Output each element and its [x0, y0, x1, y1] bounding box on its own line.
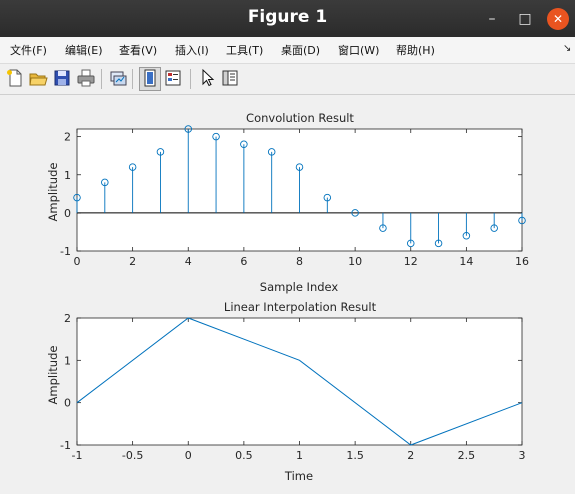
menu-file[interactable]: 文件(F)	[10, 44, 47, 57]
figure-plots: Convolution Result Sample Index Amplitud…	[46, 111, 529, 483]
menu-tools[interactable]: 工具(T)	[226, 44, 264, 57]
show-plot-tools-icon[interactable]	[163, 68, 183, 88]
y-tick-label: 1	[64, 354, 71, 367]
x-tick-label: 2	[407, 449, 414, 462]
stem-marker	[156, 148, 165, 156]
x-tick-label: 2	[129, 255, 136, 268]
new-figure-icon[interactable]	[5, 68, 25, 88]
x-tick-label: 1	[296, 449, 303, 462]
x-tick-label: -0.5	[122, 449, 143, 462]
figure-canvas[interactable]: Convolution Result Sample Index Amplitud…	[0, 95, 575, 494]
axes-interpolation[interactable]: Linear Interpolation Result Time Amplitu…	[46, 300, 526, 483]
axes-xlabel: Sample Index	[260, 280, 339, 294]
axes-title: Convolution Result	[246, 111, 354, 125]
toolbar-separator	[190, 69, 191, 89]
toolbar-separator	[101, 69, 102, 89]
stem-marker	[407, 239, 415, 248]
stem-marker	[128, 163, 137, 171]
menu-view[interactable]: 查看(V)	[119, 44, 158, 57]
y-tick-label: 2	[64, 131, 71, 144]
menu-edit[interactable]: 编辑(E)	[65, 44, 103, 57]
x-tick-label: 1.5	[346, 449, 364, 462]
x-tick-label: 4	[185, 255, 192, 268]
y-tick-label: 0	[64, 397, 71, 410]
x-tick-label: 10	[348, 255, 362, 268]
menu-overflow-icon[interactable]: ↘	[563, 43, 572, 54]
stem-marker	[73, 193, 81, 202]
x-tick-label: 0	[74, 255, 81, 268]
x-tick-label: 16	[515, 255, 529, 268]
axes-xlabel: Time	[284, 469, 313, 483]
hide-plot-tools-icon[interactable]	[139, 67, 161, 91]
x-tick-label: 14	[459, 255, 473, 268]
window-title: Figure 1	[247, 7, 328, 27]
stem-marker	[462, 231, 471, 240]
menu-bar: 文件(F) 编辑(E) 查看(V) 插入(I) 工具(T) 桌面(D) 窗口(W…	[0, 37, 575, 64]
x-tick-label: 0	[185, 449, 192, 462]
close-button[interactable]: ✕	[547, 8, 569, 30]
y-tick-label: -1	[60, 439, 71, 452]
plot-browser-icon[interactable]	[220, 68, 240, 88]
toolbar-separator	[132, 69, 133, 89]
menu-help[interactable]: 帮助(H)	[396, 44, 435, 57]
series-line	[76, 317, 523, 446]
edit-pointer-icon[interactable]	[197, 68, 217, 88]
axes-convolution[interactable]: Convolution Result Sample Index Amplitud…	[46, 111, 529, 294]
stem-marker	[295, 163, 304, 171]
x-tick-label: 2.5	[458, 449, 476, 462]
save-disk-icon[interactable]	[52, 68, 72, 88]
axes-ylabel: Amplitude	[46, 346, 60, 405]
stem-marker	[184, 125, 192, 133]
open-folder-icon[interactable]	[28, 68, 48, 88]
x-tick-label: 6	[240, 255, 247, 268]
link-plot-icon[interactable]	[108, 68, 128, 88]
toolbar	[0, 64, 575, 95]
y-tick-label: 2	[64, 312, 71, 325]
stem-marker	[323, 193, 332, 202]
stem-marker	[434, 239, 443, 248]
x-tick-label: 3	[519, 449, 526, 462]
stem-marker	[518, 216, 526, 225]
plot-area	[76, 317, 523, 446]
x-tick-label: 0.5	[235, 449, 253, 462]
axes-ylabel: Amplitude	[46, 163, 60, 222]
menu-window[interactable]: 窗口(W)	[338, 44, 380, 57]
y-tick-label: 1	[64, 169, 71, 182]
stem-marker	[267, 148, 276, 156]
stem-marker	[101, 178, 109, 187]
axes-title: Linear Interpolation Result	[224, 300, 377, 314]
maximize-button[interactable]: □	[518, 11, 532, 27]
menu-insert[interactable]: 插入(I)	[175, 44, 209, 57]
stem-marker	[351, 209, 359, 217]
stem-marker	[379, 224, 387, 232]
minimize-button[interactable]: –	[488, 11, 496, 27]
print-icon[interactable]	[76, 68, 96, 88]
stem-marker	[490, 224, 498, 232]
y-tick-label: 0	[64, 207, 71, 220]
window-titlebar[interactable]: Figure 1 – □ ✕	[0, 0, 575, 37]
stem-marker	[240, 140, 248, 149]
x-tick-label: 8	[296, 255, 303, 268]
x-tick-label: -1	[72, 449, 83, 462]
menu-desktop[interactable]: 桌面(D)	[281, 44, 321, 57]
y-tick-label: -1	[60, 245, 71, 258]
x-tick-label: 12	[404, 255, 418, 268]
stem-marker	[212, 132, 220, 141]
